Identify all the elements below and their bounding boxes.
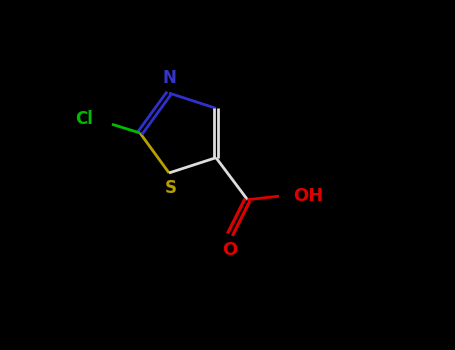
- Text: N: N: [163, 69, 177, 87]
- Text: S: S: [165, 179, 177, 197]
- Text: Cl: Cl: [75, 110, 93, 128]
- Text: O: O: [222, 241, 238, 259]
- Text: OH: OH: [293, 187, 323, 205]
